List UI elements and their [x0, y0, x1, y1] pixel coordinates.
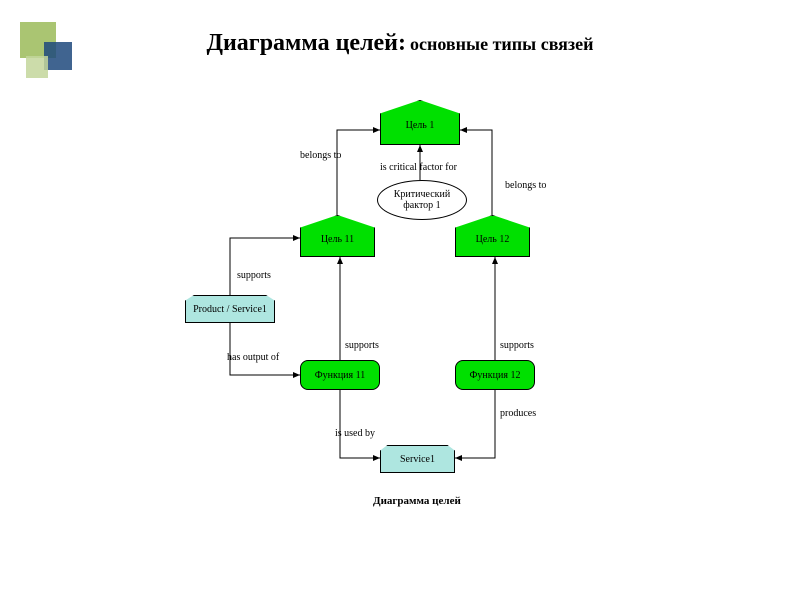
- edge-label-2: is critical factor for: [380, 162, 457, 173]
- node-prodsvc: Product / Service1: [185, 295, 275, 323]
- edge-3: [230, 238, 300, 295]
- deco-sq-2: [44, 42, 72, 70]
- edge-label-4: supports: [345, 340, 379, 351]
- page-title: Диаграмма целей: основные типы связей: [120, 30, 680, 57]
- edge-0: [337, 130, 380, 215]
- node-service: Service1: [380, 445, 455, 473]
- node-func11: Функция 11: [300, 360, 380, 390]
- diagram-caption: Диаграмма целей: [373, 495, 461, 507]
- deco-sq-3: [26, 56, 48, 78]
- edge-6: [230, 323, 300, 375]
- edge-label-6: has output of: [227, 352, 279, 363]
- edge-label-1: belongs to: [505, 180, 546, 191]
- title-bold: Диаграмма целей:: [206, 30, 406, 56]
- title-rest: основные типы связей: [410, 34, 594, 54]
- edge-label-5: supports: [500, 340, 534, 351]
- edge-label-8: is used by: [335, 428, 375, 439]
- edge-8: [340, 390, 380, 458]
- node-factor: Критический фактор 1: [377, 180, 467, 220]
- edge-label-3: supports: [237, 270, 271, 281]
- edge-label-7: produces: [500, 408, 536, 419]
- edge-label-0: belongs to: [300, 150, 341, 161]
- node-func12: Функция 12: [455, 360, 535, 390]
- edge-7: [455, 390, 495, 458]
- goal-diagram: Цель 1Цель 11Цель 12Критический фактор 1…: [185, 100, 625, 540]
